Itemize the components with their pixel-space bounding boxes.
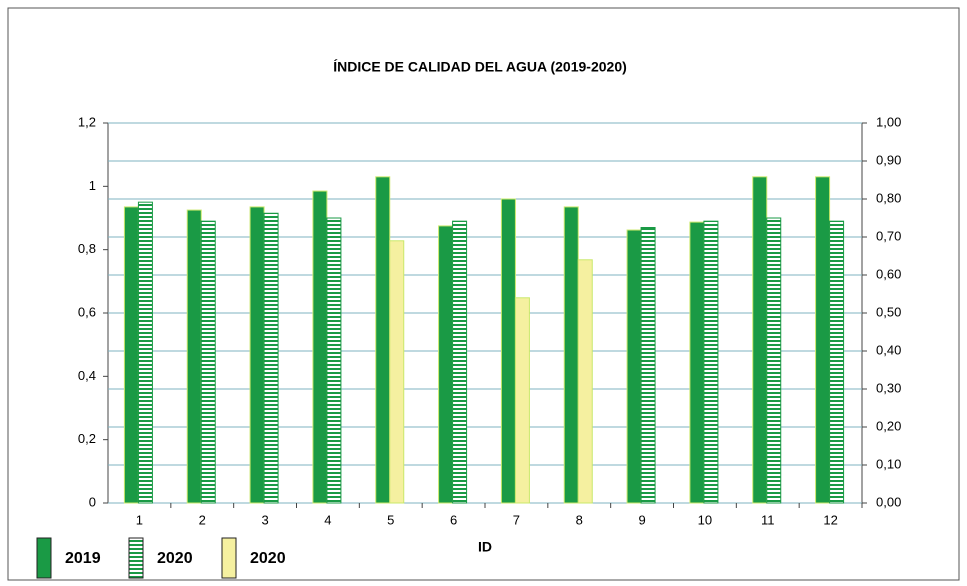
- bar: [186, 209, 202, 504]
- x-tick-label: 7: [513, 512, 520, 527]
- chart-title: ÍNDICE DE CALIDAD DEL AGUA (2019-2020): [333, 59, 627, 75]
- bar: [123, 206, 139, 504]
- bar: [263, 212, 279, 504]
- x-tick-label: 6: [450, 512, 457, 527]
- bar: [626, 229, 642, 504]
- x-tick-label: 2: [199, 512, 206, 527]
- y2-tick-label: 0,50: [876, 304, 901, 319]
- x-tick-label: 5: [387, 512, 394, 527]
- y2-tick-label: 0,70: [876, 228, 901, 243]
- bar: [752, 176, 768, 504]
- y2-tick-label: 0,20: [876, 418, 901, 433]
- x-tick-label: 1: [136, 512, 143, 527]
- bar: [689, 221, 705, 504]
- y2-tick-label: 1,00: [876, 114, 901, 129]
- legend-swatch: [221, 537, 237, 579]
- legend-swatch: [128, 537, 144, 579]
- bar: [312, 190, 328, 504]
- x-tick-label: 8: [576, 512, 583, 527]
- x-tick-label: 9: [638, 512, 645, 527]
- bar: [389, 240, 405, 504]
- bar: [438, 225, 454, 504]
- x-axis-title: ID: [478, 539, 492, 555]
- bar: [703, 220, 719, 504]
- bar: [326, 217, 342, 504]
- y-tick-label: 0,6: [78, 304, 96, 319]
- y-tick-label: 0,8: [78, 241, 96, 256]
- y-tick-label: 0: [89, 494, 96, 509]
- bar: [563, 206, 579, 504]
- bar: [200, 220, 216, 504]
- y2-tick-label: 0,40: [876, 342, 901, 357]
- y2-tick-label: 0,90: [876, 152, 901, 167]
- x-tick-label: 12: [823, 512, 837, 527]
- bar: [577, 259, 593, 504]
- bar: [514, 297, 530, 504]
- bar: [137, 201, 153, 504]
- legend-label: 2020: [157, 550, 193, 567]
- x-tick-label: 3: [261, 512, 268, 527]
- y2-tick-label: 0,60: [876, 266, 901, 281]
- legend-label: 2020: [250, 550, 286, 567]
- x-tick-label: 4: [324, 512, 331, 527]
- bar: [500, 198, 516, 504]
- x-tick-label: 11: [761, 512, 775, 527]
- y2-tick-label: 0,30: [876, 380, 901, 395]
- bar: [829, 220, 845, 504]
- y-tick-label: 0,2: [78, 431, 96, 446]
- x-tick-label: 10: [698, 512, 712, 527]
- y-tick-label: 1: [89, 178, 96, 193]
- y-tick-label: 0,4: [78, 368, 96, 383]
- y-tick-label: 1,2: [78, 114, 96, 129]
- y2-tick-label: 0,80: [876, 190, 901, 205]
- bar: [766, 217, 782, 504]
- legend-swatch: [36, 537, 52, 579]
- y2-tick-label: 0,00: [876, 494, 901, 509]
- bar: [375, 176, 391, 504]
- bar: [452, 220, 468, 504]
- bar: [815, 176, 831, 504]
- y2-tick-label: 0,10: [876, 456, 901, 471]
- legend-label: 2019: [65, 550, 101, 567]
- bar: [249, 206, 265, 504]
- bar: [640, 227, 656, 504]
